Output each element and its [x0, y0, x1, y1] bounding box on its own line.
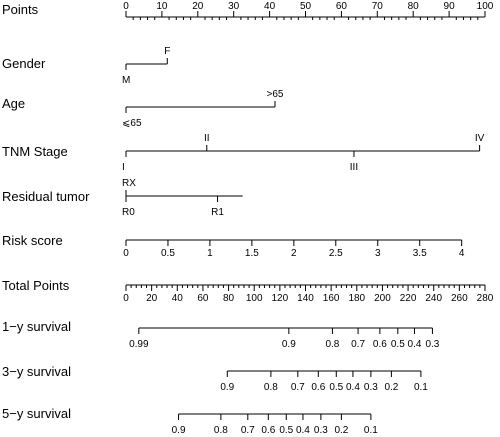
tick-label: 100 [477, 1, 494, 12]
survival-tick-label: 0.5 [329, 382, 343, 393]
survival-tick-label: 0.3 [425, 339, 439, 350]
row-label-tnm: TNM Stage [2, 144, 68, 159]
tick-label: 70 [372, 1, 384, 12]
survival-tick-label: 0.6 [373, 339, 387, 350]
survival-tick-label: 0.7 [291, 382, 305, 393]
level-label-residual: RX [122, 178, 136, 189]
tick-label: 180 [348, 293, 365, 304]
tick-label: 60 [197, 293, 209, 304]
tick-label: 140 [297, 293, 314, 304]
survival-tick-label: 0.9 [172, 425, 186, 436]
tick-label: 1.5 [245, 248, 259, 259]
survival-tick-label: 0.6 [311, 382, 325, 393]
survival-tick-label: 0.9 [282, 339, 296, 350]
tick-label: 280 [477, 293, 494, 304]
survival-tick-label: 0.9 [220, 382, 234, 393]
tick-label: 240 [425, 293, 442, 304]
tick-label: 10 [156, 1, 168, 12]
tick-label: 40 [172, 293, 184, 304]
survival-tick-label: 0.5 [391, 339, 405, 350]
tick-label: 90 [444, 1, 456, 12]
tick-label: 220 [400, 293, 417, 304]
tick-label: 4 [459, 248, 465, 259]
level-label-gender: F [164, 46, 170, 57]
row-label-residual: Residual tumor [2, 189, 90, 204]
survival-tick-label: 0.7 [351, 339, 365, 350]
tick-label: 1 [207, 248, 213, 259]
survival-tick-label: 0.3 [314, 425, 328, 436]
tick-label: 0 [123, 1, 129, 12]
tick-label: 80 [223, 293, 235, 304]
survival-tick-label: 0.4 [346, 382, 360, 393]
row-label-gender: Gender [2, 56, 46, 71]
tick-label: 40 [264, 1, 276, 12]
survival-tick-label: 0.8 [325, 339, 339, 350]
level-label-tnm: II [204, 133, 210, 144]
tick-label: 100 [246, 293, 263, 304]
survival-tick-label: 0.5 [279, 425, 293, 436]
survival-tick-label: 0.1 [414, 382, 428, 393]
survival-tick-label: 0.6 [261, 425, 275, 436]
level-label-tnm: I [122, 162, 125, 173]
survival-tick-label: 0.99 [129, 339, 149, 350]
tick-label: 120 [272, 293, 289, 304]
tick-label: 80 [408, 1, 420, 12]
tick-label: 2.5 [329, 248, 343, 259]
tick-label: 60 [336, 1, 348, 12]
level-label-age: ⩽65 [122, 118, 142, 129]
tick-label: 30 [228, 1, 240, 12]
level-label-residual: R0 [122, 207, 135, 218]
tick-label: 3 [375, 248, 381, 259]
row-label-surv1: 1−y survival [2, 319, 71, 334]
tick-label: 0 [123, 248, 129, 259]
survival-tick-label: 0.3 [364, 382, 378, 393]
level-label-age: >65 [267, 89, 284, 100]
tick-label: 260 [451, 293, 468, 304]
row-label-risk: Risk score [2, 233, 63, 248]
survival-tick-label: 0.1 [364, 425, 378, 436]
tick-label: 20 [146, 293, 158, 304]
survival-tick-label: 0.8 [214, 425, 228, 436]
tick-label: 0.5 [161, 248, 175, 259]
tick-label: 20 [192, 1, 204, 12]
survival-tick-label: 0.4 [296, 425, 310, 436]
row-label-total: Total Points [2, 278, 70, 293]
tick-label: 50 [300, 1, 312, 12]
tick-label: 0 [123, 293, 129, 304]
tick-label: 200 [374, 293, 391, 304]
tick-label: 160 [323, 293, 340, 304]
row-label-surv5: 5−y survival [2, 406, 71, 421]
tick-label: 2 [291, 248, 297, 259]
row-label-age: Age [2, 96, 25, 111]
level-label-residual: R1 [211, 207, 224, 218]
row-label-surv3: 3−y survival [2, 364, 71, 379]
survival-tick-label: 0.2 [384, 382, 398, 393]
survival-tick-label: 0.8 [264, 382, 278, 393]
survival-tick-label: 0.2 [334, 425, 348, 436]
survival-tick-label: 0.7 [241, 425, 255, 436]
survival-tick-label: 0.4 [408, 339, 422, 350]
tick-label: 3.5 [413, 248, 427, 259]
level-label-gender: M [122, 75, 130, 86]
level-label-tnm: III [350, 162, 358, 173]
row-label-points: Points [2, 2, 39, 17]
level-label-tnm: IV [475, 133, 485, 144]
